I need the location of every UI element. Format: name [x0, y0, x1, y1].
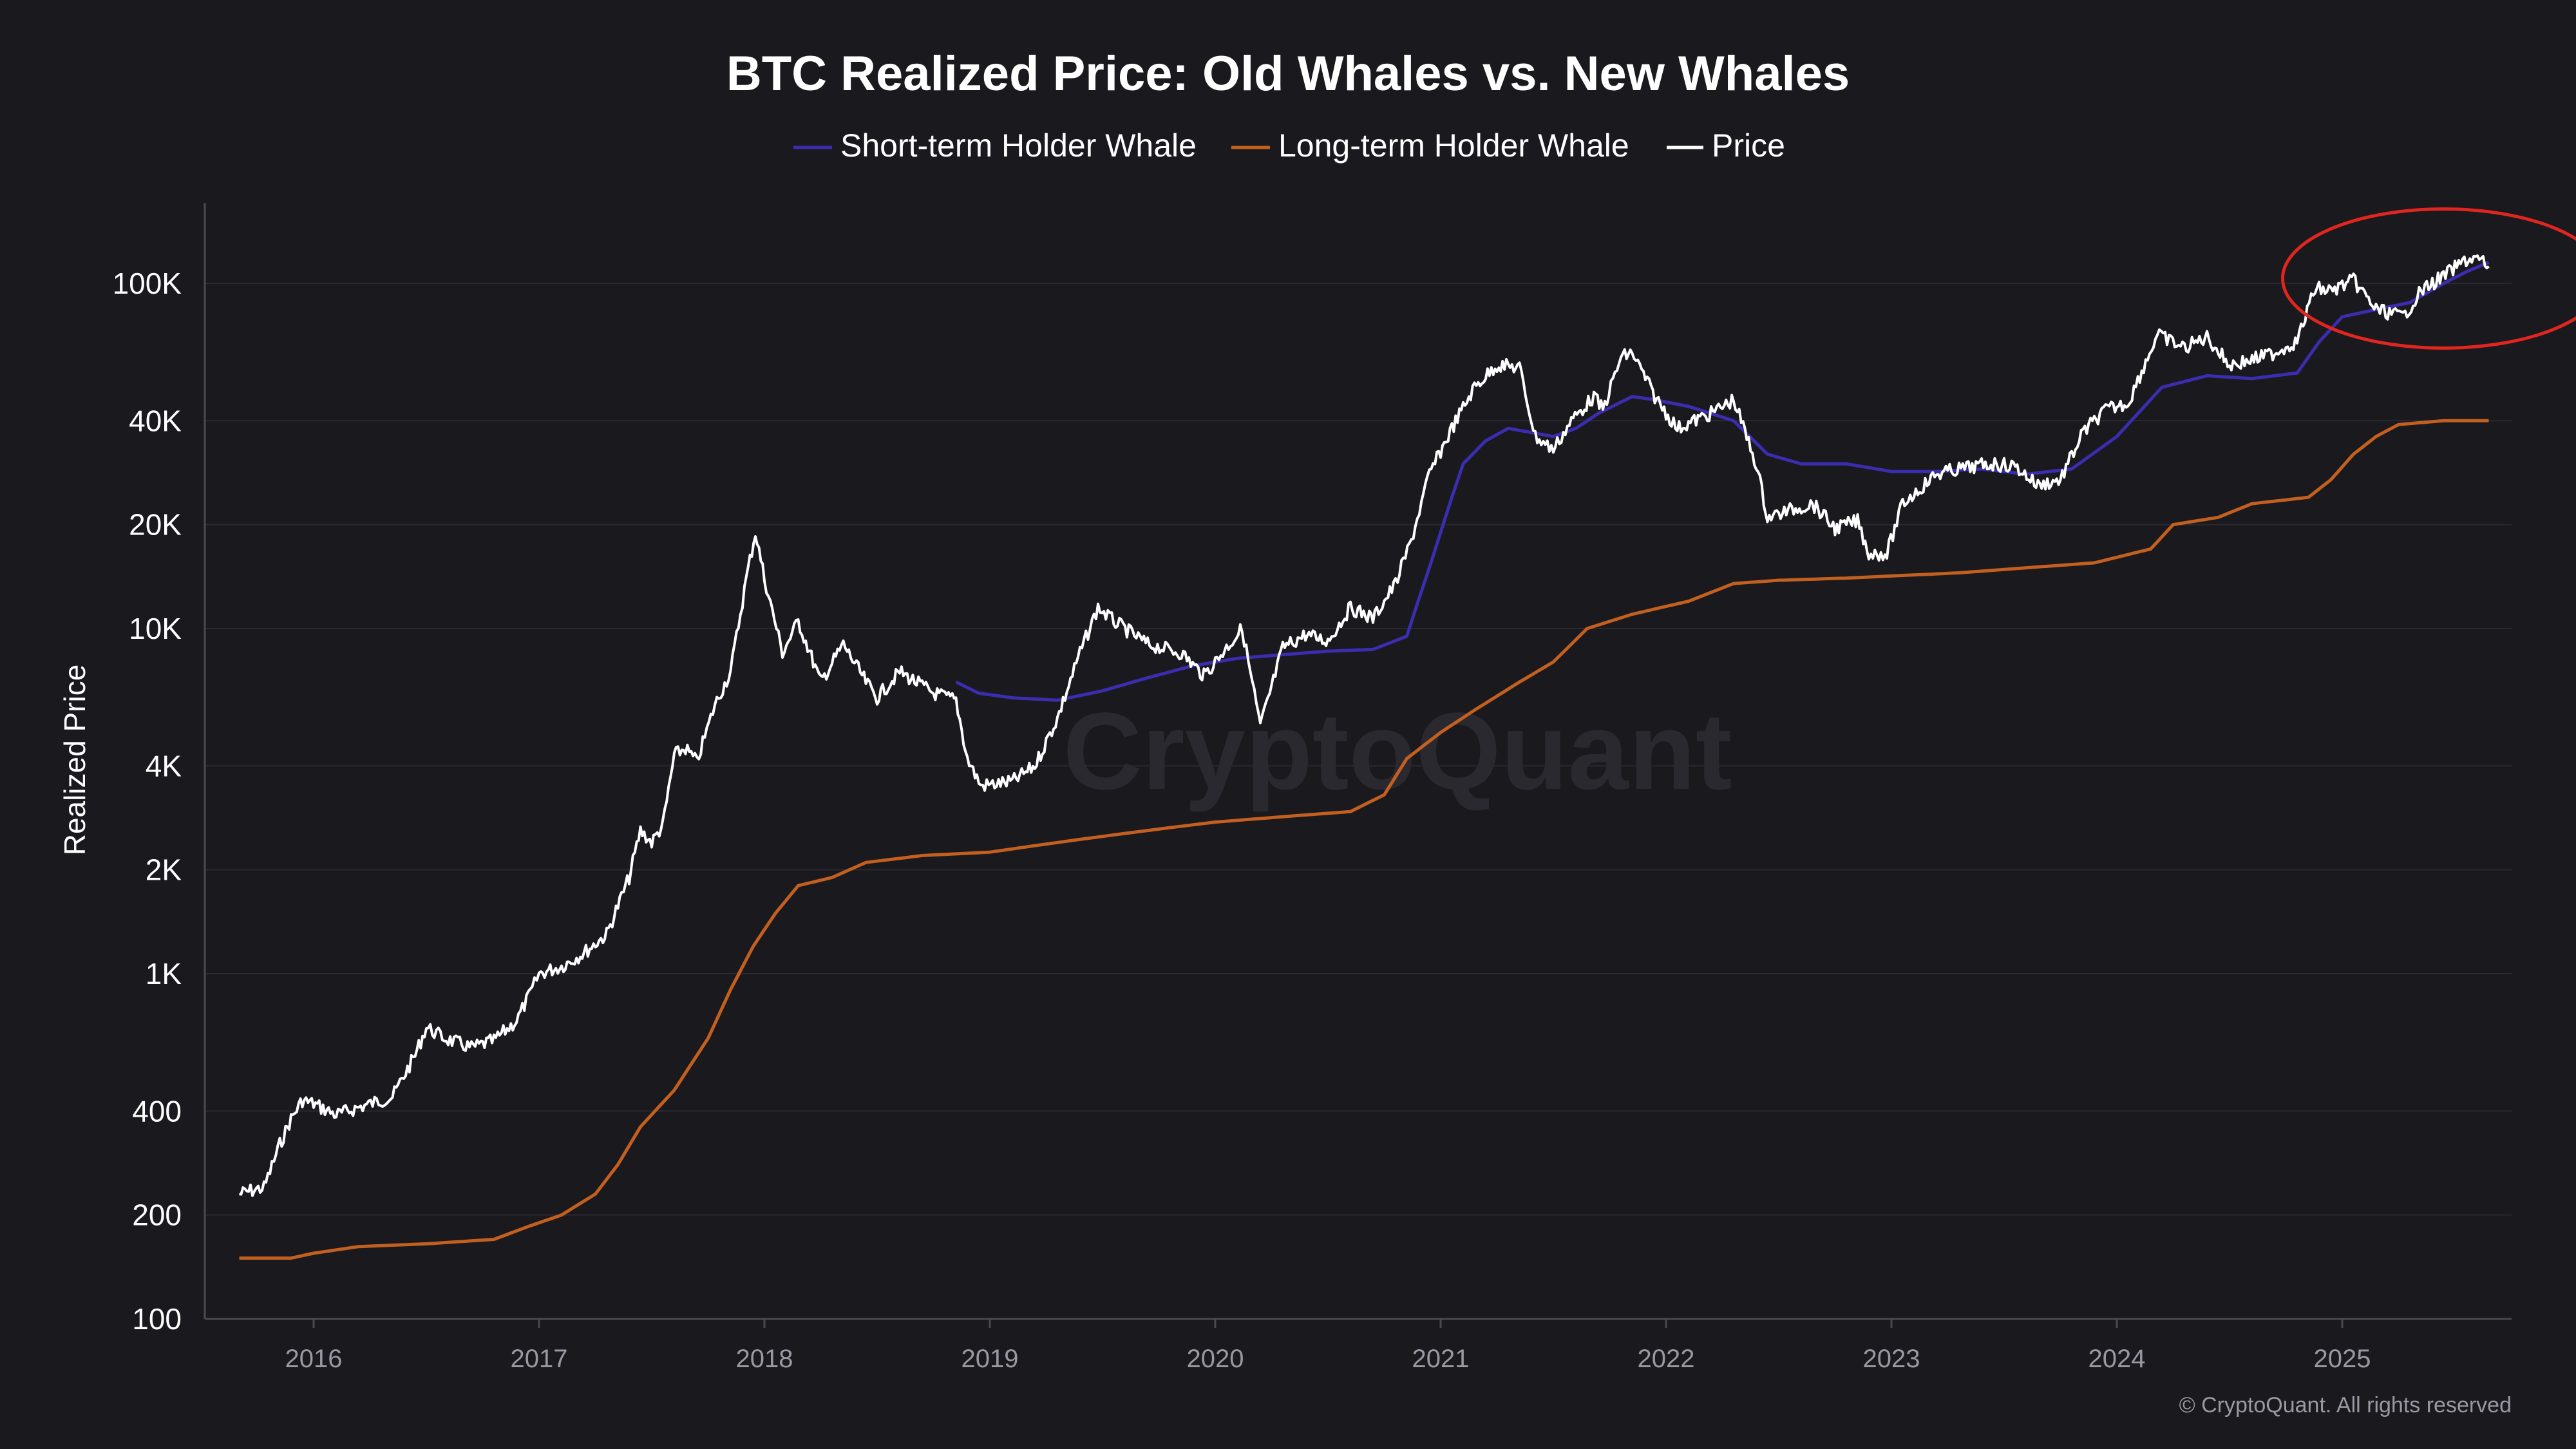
- y-tick-label-100K: 100K: [113, 267, 182, 300]
- y-axis-label: Realized Price: [58, 665, 91, 856]
- x-tick-label-2018: 2018: [736, 1345, 793, 1373]
- x-tick-label-2024: 2024: [2088, 1345, 2146, 1373]
- y-tick-label-1K: 1K: [146, 957, 182, 990]
- y-tick-label-2K: 2K: [146, 853, 182, 887]
- gridlines: [205, 283, 2512, 1216]
- copyright-notice: © CryptoQuant. All rights reserved: [2179, 1393, 2512, 1417]
- chart-title: BTC Realized Price: Old Whales vs. New W…: [726, 46, 1850, 101]
- x-axis-ticks: 2016 2017 2018 2019 2020 2021 2022 2023 2024 2025: [285, 1319, 2371, 1373]
- legend-label-price[interactable]: Price: [1712, 128, 1785, 164]
- x-tick-label-2019: 2019: [961, 1345, 1019, 1373]
- y-tick-label-20K: 20K: [129, 508, 182, 542]
- x-tick-label-2016: 2016: [285, 1345, 343, 1373]
- y-tick-label-4K: 4K: [146, 749, 182, 782]
- y-tick-label-400: 400: [132, 1094, 182, 1128]
- series-layer: [239, 254, 2490, 1260]
- y-axis-ticks: 100 200 400 1K 2K 4K 10K 20K 40K 100K: [113, 267, 182, 1336]
- series-line-lth: [239, 419, 2489, 1260]
- legend-label-lth[interactable]: Long-term Holder Whale: [1278, 128, 1629, 164]
- x-tick-label-2017: 2017: [511, 1345, 568, 1373]
- series-line-price: [239, 254, 2490, 1197]
- x-tick-label-2022: 2022: [1638, 1345, 1695, 1373]
- legend: Short-term Holder Whale Long-term Holder…: [793, 128, 1785, 164]
- x-tick-label-2023: 2023: [1863, 1345, 1920, 1373]
- y-tick-label-100: 100: [132, 1302, 182, 1336]
- series-line-sth: [955, 261, 2490, 702]
- watermark: CryptoQuant: [1063, 690, 1732, 813]
- y-tick-label-40K: 40K: [129, 404, 182, 437]
- x-tick-label-2020: 2020: [1187, 1345, 1244, 1373]
- y-tick-label-200: 200: [132, 1198, 182, 1232]
- highlight-circle: [2281, 207, 2576, 350]
- x-tick-label-2025: 2025: [2314, 1345, 2371, 1373]
- legend-label-sth[interactable]: Short-term Holder Whale: [840, 128, 1197, 164]
- y-tick-label-10K: 10K: [129, 612, 182, 645]
- x-tick-label-2021: 2021: [1412, 1345, 1470, 1373]
